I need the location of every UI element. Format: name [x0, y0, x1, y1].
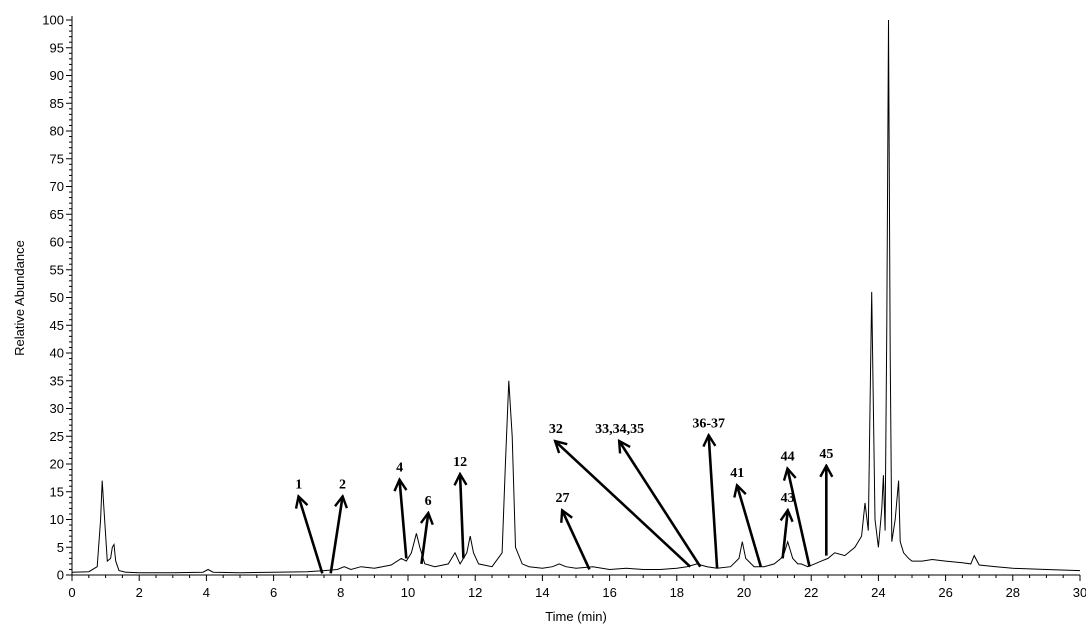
peak-annotation: 32	[549, 422, 692, 568]
peak-annotation: 43	[781, 491, 795, 559]
peak-annotation: 27	[556, 491, 591, 570]
annotation-arrow	[421, 514, 428, 565]
y-tick-label: 60	[50, 235, 64, 250]
peak-label: 44	[781, 450, 795, 465]
tick-labels: 0510152025303540455055606570758085909510…	[42, 13, 1086, 601]
peak-annotation: 33,34,35	[595, 422, 702, 568]
x-tick-label: 10	[401, 585, 415, 600]
peak-annotation: 45	[819, 447, 834, 556]
x-tick-label: 26	[938, 585, 952, 600]
x-tick-label: 0	[68, 585, 75, 600]
peak-annotation: 12	[453, 455, 467, 559]
annotation-arrow	[329, 497, 343, 574]
peak-label: 41	[730, 466, 744, 481]
y-tick-label: 20	[50, 457, 64, 472]
x-tick-label: 14	[535, 585, 549, 600]
x-tick-label: 4	[203, 585, 210, 600]
annotation-arrow	[400, 481, 408, 559]
x-tick-label: 12	[468, 585, 482, 600]
peak-label: 45	[819, 447, 833, 462]
y-tick-label: 65	[50, 207, 64, 222]
annotation-arrow	[556, 442, 692, 568]
y-tick-label: 95	[50, 40, 64, 55]
peak-annotation: 1	[295, 477, 324, 574]
y-tick-label: 0	[57, 568, 64, 583]
y-tick-label: 85	[50, 96, 64, 111]
y-tick-label: 25	[50, 429, 64, 444]
x-tick-label: 28	[1006, 585, 1020, 600]
annotation-arrow	[783, 511, 788, 559]
x-tick-label: 16	[602, 585, 616, 600]
x-tick-label: 30	[1073, 585, 1086, 600]
peak-label: 27	[556, 491, 570, 506]
peak-label: 6	[425, 494, 432, 509]
peak-label: 4	[396, 461, 403, 476]
y-tick-label: 5	[57, 540, 64, 555]
peak-label: 33,34,35	[595, 422, 644, 437]
y-tick-label: 50	[50, 290, 64, 305]
y-tick-label: 80	[50, 124, 64, 139]
annotation-arrow	[737, 486, 763, 568]
peak-label: 12	[453, 455, 467, 470]
axes	[71, 16, 1080, 576]
peak-label: 2	[339, 477, 346, 492]
y-tick-label: 35	[50, 373, 64, 388]
chromatogram-trace	[71, 19, 1081, 574]
y-tick-label: 10	[50, 512, 64, 527]
y-tick-label: 70	[50, 179, 64, 194]
y-tick-label: 90	[50, 68, 64, 83]
y-axis-title: Relative Abundance	[12, 240, 27, 356]
peak-annotation: 41	[730, 466, 763, 568]
x-tick-label: 22	[804, 585, 818, 600]
peak-annotation: 2	[329, 477, 346, 574]
annotation-arrow	[563, 511, 591, 570]
annotation-arrow	[620, 442, 702, 568]
x-tick-label: 6	[270, 585, 277, 600]
y-tick-label: 100	[42, 13, 64, 28]
y-tick-label: 75	[50, 151, 64, 166]
y-tick-label: 30	[50, 401, 64, 416]
tick-marks	[66, 19, 1081, 581]
annotation-arrow	[709, 436, 719, 569]
x-tick-label: 2	[136, 585, 143, 600]
peak-annotation: 4	[396, 461, 408, 559]
peak-annotation: 36-37	[692, 416, 725, 569]
y-tick-label: 40	[50, 346, 64, 361]
peak-label: 1	[295, 477, 302, 492]
peak-annotation: 6	[421, 494, 432, 565]
y-tick-label: 45	[50, 318, 64, 333]
x-tick-label: 18	[670, 585, 684, 600]
annotation-arrow	[460, 475, 463, 559]
y-tick-label: 15	[50, 484, 64, 499]
x-tick-label: 20	[737, 585, 751, 600]
y-tick-label: 55	[50, 262, 64, 277]
annotation-arrow	[788, 470, 811, 567]
peak-label: 32	[549, 422, 563, 437]
annotation-arrow	[299, 497, 324, 574]
x-axis-title: Time (min)	[545, 609, 607, 624]
peak-label: 36-37	[692, 416, 725, 431]
peak-annotation: 44	[781, 450, 811, 567]
x-tick-label: 8	[337, 585, 344, 600]
peak-label: 43	[781, 491, 795, 506]
x-tick-label: 24	[871, 585, 885, 600]
